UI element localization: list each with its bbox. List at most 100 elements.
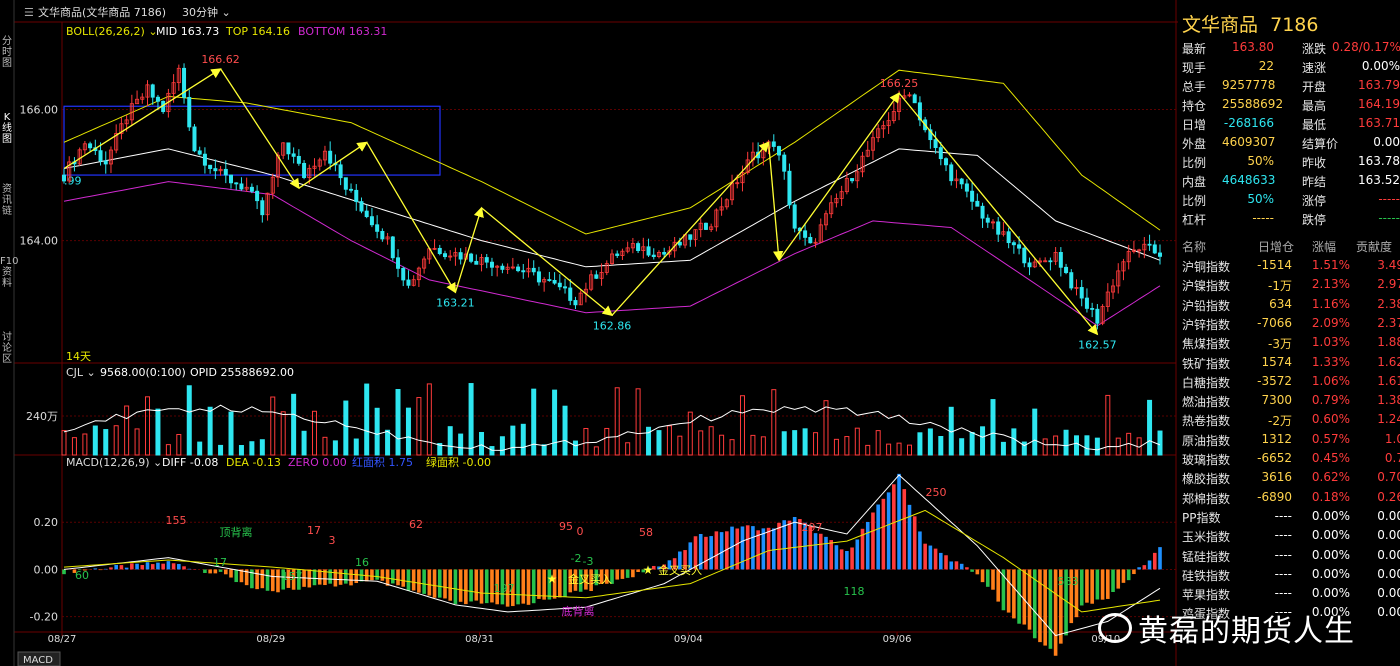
index-inc: 634 <box>1269 296 1292 311</box>
index-contrib: 1.61 <box>1377 373 1400 388</box>
index-list-row[interactable]: PP指数 ---- 0.00% 0.00 <box>1182 509 1400 528</box>
candle-body <box>396 257 401 269</box>
index-list-row[interactable]: 橡胶指数 3616 0.62% 0.70 <box>1182 470 1400 489</box>
index-list-row[interactable]: 铁矿指数 1574 1.33% 1.62 <box>1182 355 1400 374</box>
candle-body <box>839 191 844 199</box>
tab-kline[interactable]: K线图 <box>2 112 12 145</box>
pivot-label: 162.57 <box>1078 338 1117 351</box>
volume-bar <box>990 399 996 456</box>
index-inc: 1574 <box>1261 354 1292 369</box>
quote-value: 163.78 <box>1358 154 1400 168</box>
macd-histogram-bar <box>860 528 865 570</box>
candle-body <box>343 177 348 190</box>
index-inc: ---- <box>1274 528 1292 543</box>
volume-bar <box>792 430 798 456</box>
macd-area-number: 250 <box>926 486 947 499</box>
macd-histogram-bar <box>1147 560 1152 570</box>
quote-value: ----- <box>1378 192 1400 206</box>
kline-chart[interactable]: ☰ 文华商品(文华商品 7186) 30分钟 ⌄ 166.00 164.00 BOLL(2… <box>0 0 1178 666</box>
macd-histogram-bar <box>792 516 797 570</box>
index-list-row[interactable]: 原油指数 1312 0.57% 1.0 <box>1182 432 1400 451</box>
candle-body <box>338 164 343 179</box>
candle-body <box>67 161 72 182</box>
candle-body <box>312 165 317 169</box>
index-list-row[interactable]: 鸡蛋指数 ---- 0.00% 0.00 <box>1182 605 1400 624</box>
boll-mid-line <box>63 148 1161 268</box>
volume-bar <box>1157 430 1163 456</box>
candle-body <box>1084 297 1089 309</box>
macd-green-area-label: 绿面积 -0.00 <box>426 455 491 469</box>
macd-histogram-bar <box>777 522 781 570</box>
index-inc: -3572 <box>1257 373 1292 388</box>
index-list-row[interactable]: 燃油指数 7300 0.79% 1.38 <box>1182 393 1400 412</box>
tab-news[interactable]: 资讯链 <box>2 184 12 217</box>
macd-histogram-bar <box>484 569 489 604</box>
volume-bar <box>322 436 328 456</box>
opid-line <box>63 404 1161 451</box>
macd-tick-label: 0.20 <box>34 516 59 529</box>
quote-label: 现手 <box>1182 61 1207 75</box>
macd-histogram-bar <box>599 569 604 584</box>
macd-histogram-bar <box>458 569 463 602</box>
candle-body <box>270 176 275 194</box>
volume-bar <box>479 431 485 456</box>
candle-body <box>1006 231 1011 244</box>
candle-body <box>714 209 719 228</box>
volume-bar <box>134 428 140 456</box>
volume-bar <box>71 437 77 456</box>
index-list-row[interactable]: 锰硅指数 ---- 0.00% 0.00 <box>1182 548 1400 567</box>
quote-row: 日增 -268166 最低 163.71 <box>1182 116 1400 135</box>
volume-bar <box>155 408 161 456</box>
macd-histogram-bar <box>1090 569 1094 604</box>
volume-bar <box>1147 399 1153 456</box>
tab-forum[interactable]: 讨论区 <box>2 332 12 365</box>
index-list-row[interactable]: 硅铁指数 ---- 0.00% 0.00 <box>1182 567 1400 586</box>
volume-bar <box>687 411 693 456</box>
pivot-label: 163.21 <box>436 296 475 309</box>
index-list-row[interactable]: 郑棉指数 -6890 0.18% 0.26 <box>1182 490 1400 509</box>
index-contrib: 0.00 <box>1377 528 1400 543</box>
index-list-row[interactable]: 玻璃指数 -6652 0.45% 0.7 <box>1182 451 1400 470</box>
volume-bar <box>197 441 203 456</box>
candle-body <box>594 274 599 279</box>
macd-histogram-bar <box>150 564 155 570</box>
candle-body <box>823 213 828 226</box>
index-list-row[interactable]: 白糖指数 -3572 1.06% 1.61 <box>1182 374 1400 393</box>
index-list-row[interactable]: 沪铜指数 -1514 1.51% 3.49 <box>1182 258 1400 277</box>
candle-body <box>291 153 296 157</box>
quote-row: 比例 50% 涨停 ----- <box>1182 192 1400 211</box>
index-list-row[interactable]: 玉米指数 ---- 0.00% 0.00 <box>1182 528 1400 547</box>
candle-body <box>140 96 145 100</box>
volume-bar <box>416 397 422 456</box>
volume-bar <box>823 400 829 456</box>
macd-histogram-bar <box>1017 569 1021 624</box>
macd-histogram-bar <box>939 552 943 570</box>
index-inc: 1312 <box>1261 431 1292 446</box>
quote-name: 文华商品 <box>1182 14 1259 36</box>
quote-label: 比例 <box>1182 156 1207 170</box>
index-list-row[interactable]: 沪镍指数 -1万 2.13% 2.97 <box>1182 277 1400 296</box>
macd-histogram-bar <box>281 569 285 590</box>
index-name: PP指数 <box>1182 510 1221 525</box>
candle-body <box>385 236 390 240</box>
index-list-row[interactable]: 沪铅指数 634 1.16% 2.38 <box>1182 297 1400 316</box>
swing-arrow <box>454 206 484 293</box>
candle-body <box>453 252 458 257</box>
candle-body <box>625 247 630 252</box>
tab-timeshare[interactable]: 分时图 <box>2 36 12 69</box>
index-list-row[interactable]: 苹果指数 ---- 0.00% 0.00 <box>1182 586 1400 605</box>
candle-body <box>474 260 479 265</box>
candle-body <box>359 201 364 212</box>
quote-row: 比例 50% 昨收 163.78 <box>1182 154 1400 173</box>
macd-tick-label: 0.00 <box>34 563 59 576</box>
quote-label: 最低 <box>1302 118 1327 132</box>
quote-label: 跌停 <box>1302 213 1327 227</box>
index-list-row[interactable]: 热卷指数 -2万 0.60% 1.24 <box>1182 412 1400 431</box>
index-list-row[interactable]: 焦煤指数 -3万 1.03% 1.88 <box>1182 335 1400 354</box>
candle-body <box>928 129 933 141</box>
index-list-row[interactable]: 沪锌指数 -7066 2.09% 2.37 <box>1182 316 1400 335</box>
macd-histogram-bar <box>615 569 620 580</box>
macd-histogram-bar <box>323 569 327 586</box>
tab-f10[interactable]: F10资料 <box>0 256 19 289</box>
price-tick-label: 164.00 <box>20 235 59 248</box>
